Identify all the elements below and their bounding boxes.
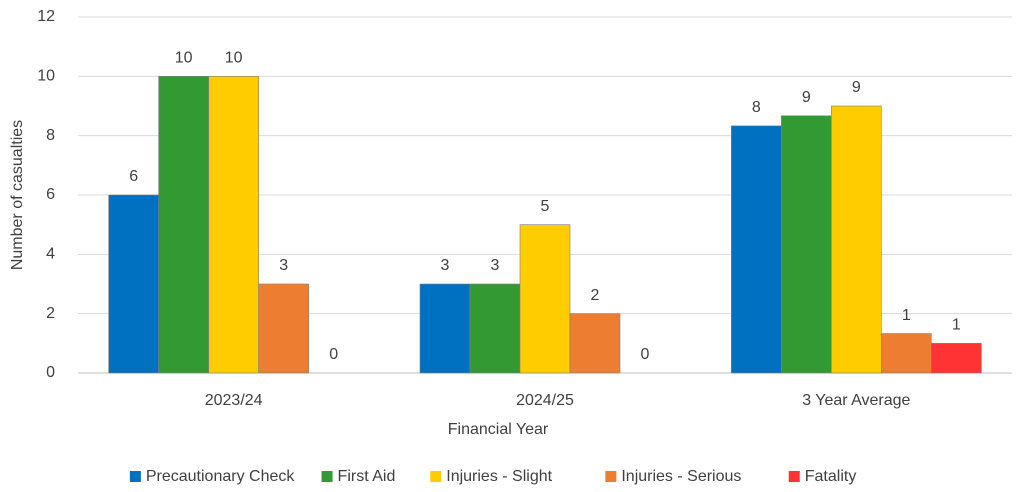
data-label: 6 <box>129 168 138 185</box>
bar <box>569 313 621 374</box>
y-tick-label: 10 <box>37 68 55 85</box>
bar <box>831 105 882 374</box>
y-tick-label: 8 <box>46 127 55 144</box>
legend-label: Injuries - Slight <box>446 468 552 485</box>
data-label: 3 <box>491 257 500 274</box>
y-tick-label: 2 <box>46 305 55 322</box>
legend-label: Injuries - Serious <box>621 468 741 485</box>
bar <box>469 283 521 374</box>
legend-label: Fatality <box>805 468 857 485</box>
data-label: 9 <box>852 79 861 96</box>
bar <box>158 76 209 374</box>
bar <box>519 224 571 374</box>
x-axis-title: Financial Year <box>448 421 549 438</box>
bar <box>419 283 471 374</box>
data-label: 1 <box>902 307 911 324</box>
legend-label: First Aid <box>338 468 396 485</box>
y-axis-title: Number of casualties <box>9 120 26 270</box>
data-label: 3 <box>279 257 288 274</box>
data-label: 0 <box>641 346 650 363</box>
data-label: 0 <box>329 346 338 363</box>
y-tick-label: 0 <box>46 364 55 381</box>
data-label: 10 <box>225 50 243 67</box>
y-tick-label: 6 <box>46 186 55 203</box>
y-tick-label: 4 <box>46 246 55 263</box>
legend-swatch <box>321 471 333 482</box>
data-label: 5 <box>541 198 550 215</box>
data-label: 8 <box>752 99 761 116</box>
y-tick-label: 12 <box>37 8 55 25</box>
legend-swatch <box>430 471 442 482</box>
data-label: 2 <box>591 287 600 304</box>
bar <box>731 125 782 374</box>
bar <box>931 343 982 374</box>
bar <box>781 115 832 374</box>
data-label: 1 <box>952 317 961 334</box>
bar <box>208 76 259 374</box>
bar <box>258 283 309 374</box>
legend-swatch <box>788 471 800 482</box>
legend-swatch <box>605 471 617 482</box>
bar <box>881 333 932 374</box>
x-tick-label: 2023/24 <box>205 392 263 409</box>
data-label: 10 <box>175 50 193 67</box>
legend-label: Precautionary Check <box>146 468 296 485</box>
data-label: 3 <box>441 257 450 274</box>
bar <box>108 194 159 374</box>
x-tick-label: 3 Year Average <box>802 392 910 409</box>
legend-swatch <box>129 471 141 482</box>
data-label: 9 <box>802 89 811 106</box>
x-tick-label: 2024/25 <box>516 392 574 409</box>
